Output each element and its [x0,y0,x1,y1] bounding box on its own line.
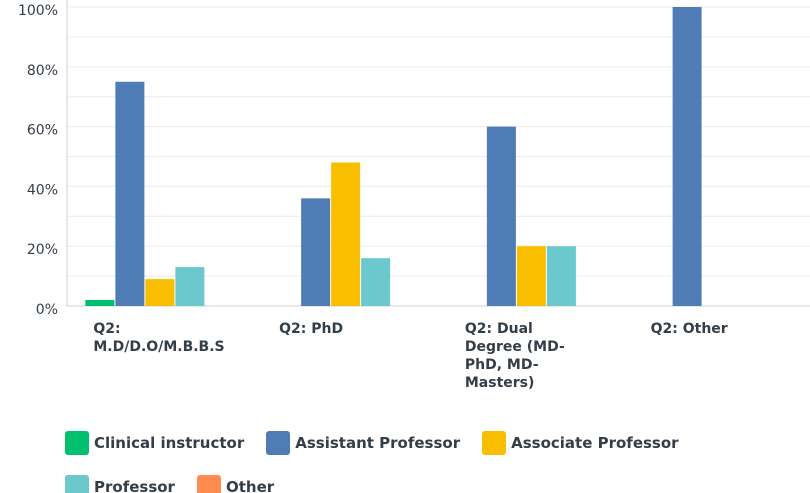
y-tick-label: 0% [36,302,58,318]
y-tick-label: 80% [27,63,58,79]
bar [85,300,115,306]
x-tick-label: Q2: Dual Degree (MD-PhD, MD-Masters) [464,321,565,391]
y-tick-label: 40% [27,182,58,198]
legend-label: Clinical instructor [94,434,245,452]
bar [672,7,702,306]
legend-item: Professor [65,475,175,493]
legend-label: Associate Professor [511,434,679,452]
y-tick-label: 100% [18,3,58,19]
legend-item: Associate Professor [482,431,679,455]
legend-item: Clinical instructor [65,431,244,455]
legend-swatch [266,431,291,455]
bar [516,246,546,306]
bar [546,246,576,306]
legend-swatch [65,475,89,493]
bar [175,267,205,306]
x-tick-label: Q2: M.D/D.O/M.B.B.S [93,321,225,355]
bar [115,81,145,306]
legend-item: Assistant Professor [266,431,460,455]
x-tick-label: Q2: PhD [279,321,344,337]
legend-label: Assistant Professor [295,434,461,452]
y-tick-label: 60% [27,123,58,139]
legend-swatch [65,431,89,455]
bar [145,279,175,306]
y-tick-label: 20% [27,242,58,258]
legend: Clinical instructor Assistant Professor As… [65,431,725,493]
bar [361,258,391,306]
bar [301,198,331,306]
legend-label: Other [225,478,275,493]
legend-item: Other [196,475,275,493]
legend-swatch [482,431,507,455]
bar [331,162,361,306]
x-tick-label: Q2: Other [650,321,728,337]
legend-label: Professor [94,478,175,493]
bar [486,126,516,306]
legend-swatch [196,475,221,493]
